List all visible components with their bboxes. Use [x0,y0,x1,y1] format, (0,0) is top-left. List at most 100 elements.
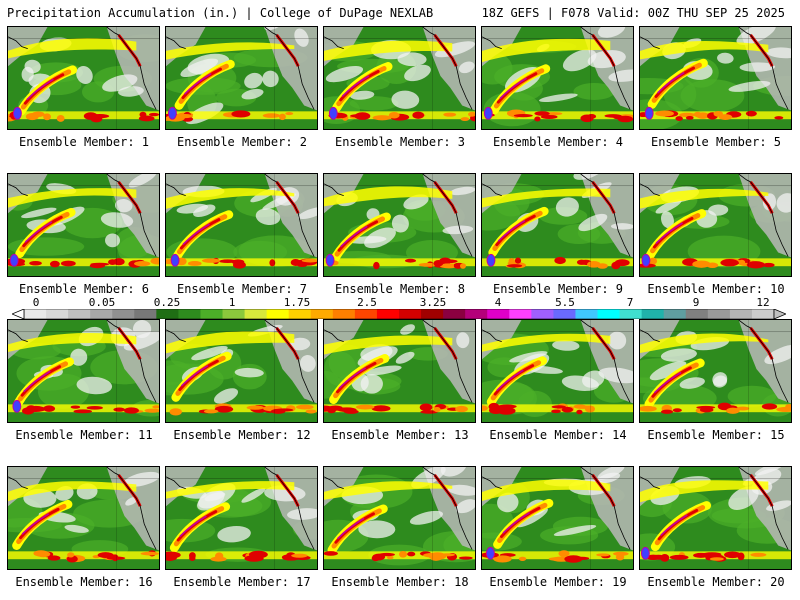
colorbar-cell [376,309,400,319]
colorbar-tick-label: 1.75 [283,296,311,309]
colorbar-cell [509,309,532,319]
ensemble-member-label: Ensemble Member: 19 [489,575,627,589]
colorbar [12,309,786,319]
precip-map-graphic [482,27,633,129]
ensemble-member-label: Ensemble Member: 5 [650,135,782,149]
colorbar-cell [751,309,775,319]
ensemble-member-map [323,466,476,570]
colorbar-tick-label: 5.5 [555,296,575,309]
ensemble-member-map [165,466,318,570]
ensemble-member-map [481,26,634,130]
ensemble-member-map [323,319,476,423]
ensemble-member-map [639,26,792,130]
chart-title: Precipitation Accumulation (in.) | Colle… [7,6,434,20]
colorbar-cell [707,309,731,319]
ensemble-member-label: Ensemble Member: 11 [15,428,153,442]
colorbar-cell [443,309,466,319]
colorbar-cell [112,309,135,319]
colorbar-cell [134,309,157,319]
colorbar-cell [619,309,643,319]
colorbar-left-arrow [12,309,25,319]
colorbar-cell [354,309,378,319]
colorbar-cell [729,309,753,319]
ensemble-member-label: Ensemble Member: 12 [173,428,311,442]
precip-map-graphic [640,27,791,129]
ensemble-member-label: Ensemble Member: 16 [15,575,153,589]
colorbar-cell [200,309,224,319]
ensemble-member-map [165,319,318,423]
ensemble-member-map [639,173,792,277]
colorbar-cell [310,309,334,319]
colorbar-tick-label: 9 [692,296,700,309]
ensemble-member-label: Ensemble Member: 18 [331,575,469,589]
ensemble-member-map [323,173,476,277]
precip-map-graphic [482,320,633,422]
colorbar-tick-label: 7 [626,296,634,309]
precip-map-graphic [640,320,791,422]
precip-map-graphic [324,320,475,422]
ensemble-member-label: Ensemble Member: 1 [18,135,150,149]
precip-map-graphic [482,174,633,276]
colorbar-cell [465,309,488,319]
colorbar-cell [421,309,444,319]
colorbar-tick-label: 1 [228,296,236,309]
precip-map-graphic [166,174,317,276]
colorbar-cell [597,309,621,319]
ensemble-member-map [323,26,476,130]
ensemble-member-map [639,466,792,570]
colorbar-tick-labels: 0 0.05 0.25 1 1.75 2.5 3.25 4 5.5 7 9 12 [0,296,800,309]
precip-map-graphic [482,467,633,569]
ensemble-member-label: Ensemble Member: 2 [176,135,308,149]
colorbar-cell [178,309,201,319]
run-info: 18Z GEFS | F078 Valid: 00Z THU SEP 25 20… [481,6,785,20]
precip-map-graphic [324,174,475,276]
precip-map-graphic [166,320,317,422]
precip-map-graphic [8,320,159,422]
colorbar-tick-label: 3.25 [419,296,447,309]
ensemble-member-map [7,173,160,277]
ensemble-member-label: Ensemble Member: 13 [331,428,469,442]
colorbar-tick-label: 2.5 [357,296,377,309]
ensemble-member-label: Ensemble Member: 10 [647,282,785,296]
colorbar-cell [46,309,69,319]
ensemble-member-map [639,319,792,423]
colorbar-cell [288,309,312,319]
precip-map-graphic [166,467,317,569]
ensemble-member-label: Ensemble Member: 15 [647,428,785,442]
ensemble-member-map [165,173,318,277]
precip-map-graphic [324,467,475,569]
colorbar-cell [266,309,290,319]
colorbar-cell [244,309,268,319]
colorbar-tick-label: 12 [756,296,770,309]
colorbar-cell [90,309,113,319]
colorbar-cell [68,309,91,319]
colorbar-cell [531,309,554,319]
colorbar-tick-label: 0.05 [88,296,116,309]
colorbar-cell [575,309,599,319]
ensemble-member-label: Ensemble Member: 8 [334,282,466,296]
precip-map-graphic [8,467,159,569]
precip-map-graphic [640,467,791,569]
precip-map-graphic [324,27,475,129]
colorbar-tick-label: 4 [494,296,502,309]
colorbar-cell [553,309,576,319]
precip-map-graphic [640,174,791,276]
colorbar-cell [685,309,709,319]
ensemble-member-label: Ensemble Member: 17 [173,575,311,589]
colorbar-cell [24,309,47,319]
colorbar-tick-label: 0.25 [153,296,181,309]
colorbar-cell [332,309,356,319]
ensemble-member-label: Ensemble Member: 3 [334,135,466,149]
ensemble-member-label: Ensemble Member: 20 [647,575,785,589]
ensemble-member-map [7,466,160,570]
precip-map-graphic [8,27,159,129]
precip-map-graphic [166,27,317,129]
ensemble-member-label: Ensemble Member: 14 [489,428,627,442]
colorbar-cell [487,309,510,319]
colorbar-cell [399,309,422,319]
ensemble-member-map [481,173,634,277]
ensemble-member-label: Ensemble Member: 6 [18,282,150,296]
ensemble-member-map [7,319,160,423]
ensemble-member-label: Ensemble Member: 7 [176,282,308,296]
ensemble-member-label: Ensemble Member: 9 [492,282,624,296]
